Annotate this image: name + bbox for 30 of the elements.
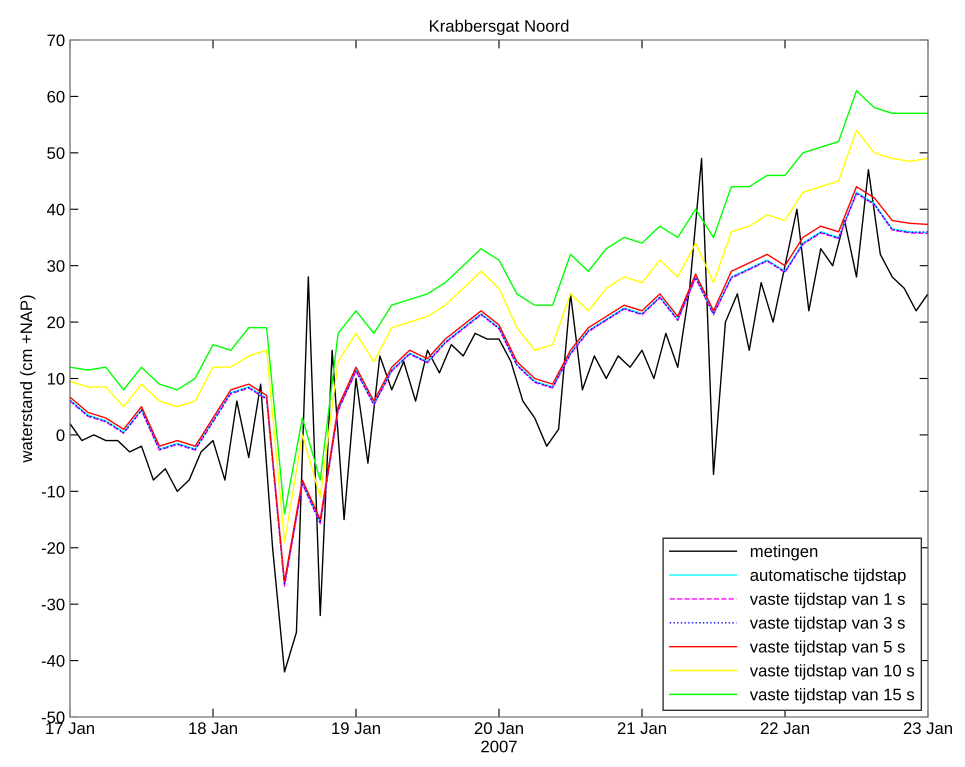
legend-label: vaste tijdstap van 5 s <box>750 640 905 656</box>
x-axis-title: 2007 <box>481 740 517 752</box>
y-tick-label: 40 <box>46 204 64 216</box>
x-tick-label: 22 Jan <box>760 722 809 734</box>
y-axis-title: waterstand (cm +NAP) <box>20 295 36 463</box>
y-tick-label: -20 <box>42 542 64 554</box>
y-tick-label: -10 <box>42 486 64 498</box>
chart-title: Krabbersgat Noord <box>430 20 568 36</box>
y-tick-label: 20 <box>47 316 64 328</box>
x-tick-label: 20 Jan <box>474 722 523 734</box>
y-tick-label: 10 <box>48 372 64 385</box>
x-tick-label: 21 Jan <box>618 722 666 734</box>
x-tick-label: 17 Jan <box>46 722 94 734</box>
x-tick-label: 18 Jan <box>189 722 237 734</box>
y-tick-label: -30 <box>42 598 64 610</box>
y-tick-label: 60 <box>47 90 64 103</box>
legend-label: metingen <box>750 544 818 560</box>
y-tick-label: 30 <box>47 260 64 272</box>
y-tick-label: 0 <box>56 429 64 442</box>
y-tick-label: 50 <box>47 147 64 160</box>
y-tick-label: 70 <box>47 34 64 46</box>
x-tick-label: 23 Jan <box>904 722 952 734</box>
legend-label: automatische tijdstap <box>750 568 906 584</box>
y-tick-label: -40 <box>42 654 64 667</box>
legend-label: vaste tijdstap van 3 s <box>750 616 905 632</box>
y-tick-label: -50 <box>42 711 64 724</box>
legend-label: vaste tijdstap van 1 s <box>750 592 905 608</box>
legend-label: vaste tijdstap van 10 s <box>750 664 914 680</box>
legend-label: vaste tijdstap van 15 s <box>750 688 914 704</box>
x-tick-label: 19 Jan <box>332 722 380 734</box>
